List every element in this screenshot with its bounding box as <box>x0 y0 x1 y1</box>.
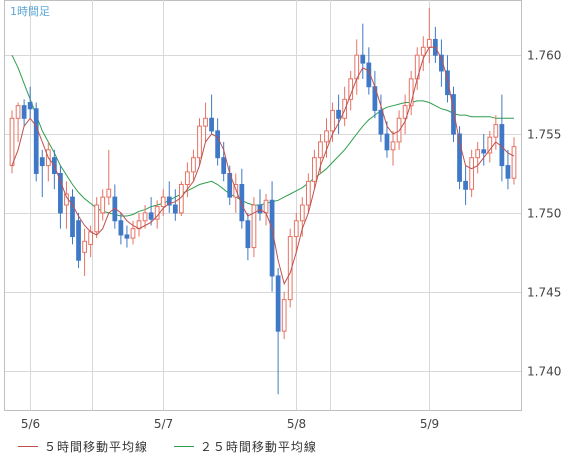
candle-down <box>39 157 45 167</box>
plot-area <box>4 0 522 411</box>
legend-label-ma5: ５時間移動平均線 <box>44 440 149 454</box>
candle-down <box>481 149 487 154</box>
candle-up <box>318 141 323 159</box>
candle-up <box>408 78 414 107</box>
candle-up <box>354 54 360 80</box>
candle-down <box>215 130 221 159</box>
candle-up <box>469 157 475 190</box>
candle-up <box>493 124 499 138</box>
candle-up <box>293 220 299 238</box>
candle-up <box>348 78 354 100</box>
candle-down <box>457 133 462 182</box>
x-tick-label: 5/8 <box>287 417 306 431</box>
candle-up <box>197 125 202 159</box>
candle-up <box>299 204 305 222</box>
candle-up <box>185 171 190 185</box>
legend-swatch-ma25 <box>173 446 194 447</box>
candle-down <box>172 204 178 214</box>
candle-up <box>203 117 208 127</box>
candle-down <box>70 196 75 238</box>
candle-up <box>233 184 239 198</box>
candle-up <box>15 105 21 119</box>
ma5-series <box>11 46 515 286</box>
grid-lines <box>5 0 521 410</box>
y-tick-label: 1.750 <box>527 207 561 221</box>
candle-up <box>106 188 112 198</box>
y-tick-label: 1.760 <box>527 49 561 63</box>
candle-down <box>112 196 118 222</box>
x-tick-label: 5/7 <box>154 417 173 431</box>
candle-up <box>312 157 317 182</box>
candle-up <box>281 299 287 332</box>
candle-up <box>82 240 87 253</box>
candle-down <box>445 70 450 96</box>
candle-down <box>275 275 281 332</box>
x-tick-label: 5/9 <box>420 417 439 431</box>
legend-item-ma25: ２５時間移動平均線 <box>173 438 317 455</box>
candle-up <box>342 98 348 119</box>
ma5-line <box>11 46 515 286</box>
chart-title: 1時間足 <box>10 5 50 18</box>
x-axis-labels: 5/6 5/7 5/8 5/9 <box>21 417 439 431</box>
candle-up <box>251 204 257 249</box>
candle-down <box>124 234 130 239</box>
candle-up <box>402 105 408 119</box>
candle-down <box>118 220 124 236</box>
candle-down <box>384 133 390 151</box>
candle-up <box>88 231 94 245</box>
candle-up <box>263 199 269 214</box>
candle-down <box>245 220 251 249</box>
candle-down <box>221 157 227 174</box>
candle-down <box>209 117 214 132</box>
candle-down <box>27 102 33 110</box>
candle-up <box>94 204 100 233</box>
candle-down <box>378 109 384 135</box>
candle-down <box>451 94 456 135</box>
candle-down <box>148 212 154 220</box>
candle-up <box>511 146 517 179</box>
candle-up <box>330 109 335 132</box>
candle-up <box>324 130 329 143</box>
candle-down <box>33 108 39 174</box>
candle-up <box>130 228 136 239</box>
candles-series <box>9 7 517 395</box>
candle-up <box>475 149 481 159</box>
candle-up <box>426 38 432 48</box>
candle-up <box>142 212 148 222</box>
candle-down <box>336 109 341 119</box>
candle-up <box>420 46 426 56</box>
candle-up <box>305 180 311 206</box>
candle-down <box>360 54 366 64</box>
candle-up <box>487 136 493 154</box>
candle-down <box>463 180 468 190</box>
candle-up <box>100 196 106 214</box>
candle-down <box>505 165 511 179</box>
candle-down <box>76 220 81 261</box>
legend: ５時間移動平均線 ２５時間移動平均線 <box>18 438 339 456</box>
candle-down <box>239 184 245 222</box>
legend-item-ma5: ５時間移動平均線 <box>18 438 148 455</box>
candle-down <box>58 172 63 214</box>
candle-down <box>21 105 27 119</box>
candle-down <box>269 199 275 277</box>
candle-up <box>9 117 15 167</box>
candle-up <box>390 141 396 151</box>
candle-down <box>166 196 172 206</box>
legend-label-ma25: ２５時間移動平均線 <box>199 440 317 454</box>
candle-up <box>160 196 166 208</box>
y-tick-label: 1.755 <box>527 128 561 142</box>
candle-up <box>191 157 196 173</box>
x-tick-label: 5/6 <box>21 417 40 431</box>
candle-down <box>257 204 263 214</box>
y-axis-labels: 1.740 1.745 1.750 1.755 1.760 <box>527 49 561 379</box>
y-tick-label: 1.745 <box>527 286 561 300</box>
y-tick-label: 1.740 <box>527 365 561 379</box>
legend-swatch-ma5 <box>18 446 38 447</box>
